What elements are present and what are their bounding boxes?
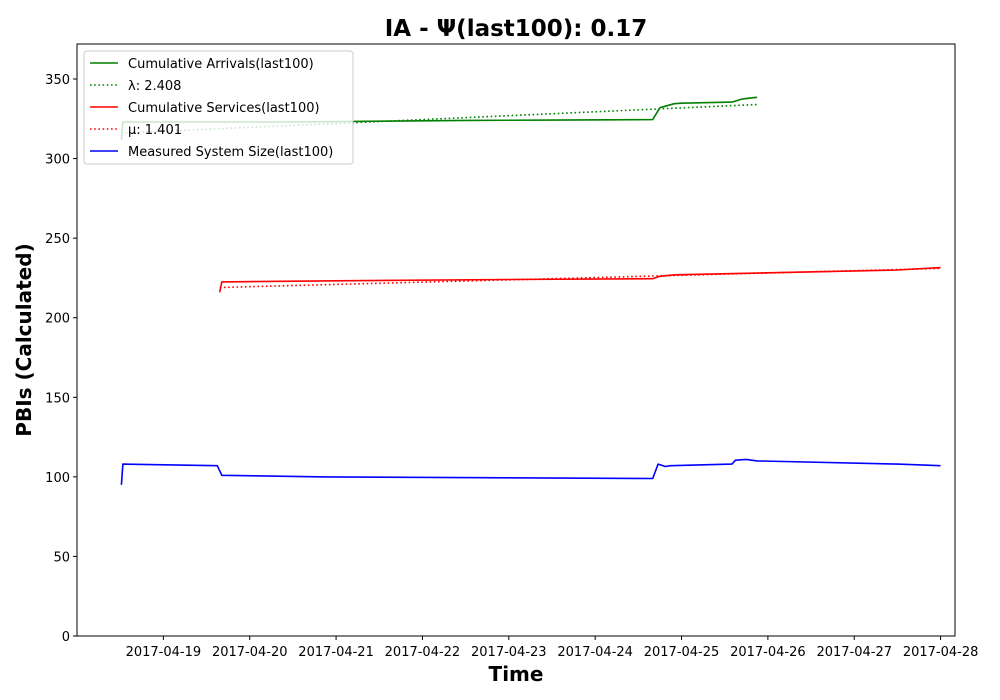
legend-label: μ: 1.401 (128, 123, 182, 138)
y-tick-label: 250 (45, 232, 70, 247)
x-tick-label: 2017-04-27 (816, 645, 892, 660)
x-tick-label: 2017-04-24 (557, 645, 633, 660)
y-axis-ticks: 0 50 100 150 200 250 300 350 (45, 73, 77, 645)
series-line-2 (218, 266, 941, 293)
y-tick-label: 0 (62, 630, 70, 645)
chart-title: IA - Ψ(last100): 0.17 (385, 16, 648, 42)
x-tick-label: 2017-04-25 (644, 645, 720, 660)
legend: Cumulative Arrivals(last100) λ: 2.408 Cumu… (83, 50, 354, 165)
x-axis-ticks: 2017-04-19 2017-04-20 2017-04-21 2017-04-22… (126, 636, 979, 660)
x-tick-label: 2017-04-22 (385, 645, 461, 660)
x-tick-label: 2017-04-23 (471, 645, 547, 660)
series-line-3 (219, 267, 941, 289)
legend-label: Cumulative Services(last100) (128, 101, 320, 116)
y-tick-label: 350 (45, 73, 70, 88)
y-tick-label: 50 (53, 550, 70, 565)
legend-label: Cumulative Arrivals(last100) (128, 57, 314, 72)
x-tick-label: 2017-04-20 (212, 645, 288, 660)
y-tick-label: 100 (45, 471, 70, 486)
legend-label: λ: 2.408 (128, 79, 181, 94)
x-axis-label: Time (489, 662, 544, 686)
y-axis-label: PBIs (Calculated) (12, 243, 36, 436)
y-tick-label: 200 (45, 312, 70, 327)
x-tick-label: 2017-04-21 (298, 645, 374, 660)
legend-box (83, 50, 354, 165)
plot-area-frame (76, 43, 956, 637)
series-line-4 (120, 458, 941, 485)
y-tick-label: 300 (45, 153, 70, 168)
x-tick-label: 2017-04-28 (903, 645, 979, 660)
y-tick-label: 150 (45, 391, 70, 406)
x-tick-label: 2017-04-26 (730, 645, 806, 660)
legend-label: Measured System Size(last100) (128, 145, 333, 160)
x-tick-label: 2017-04-19 (126, 645, 202, 660)
